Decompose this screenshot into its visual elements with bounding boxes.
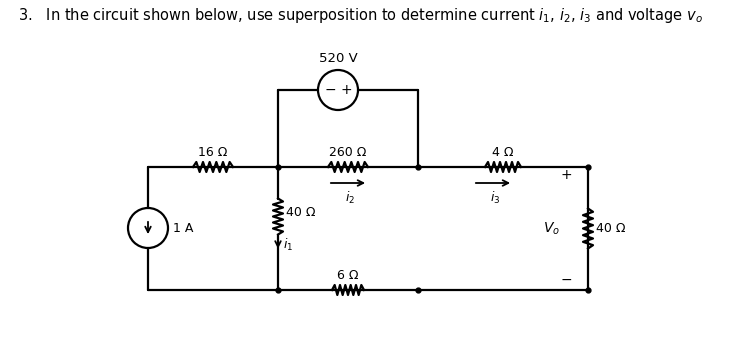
- Text: 6 Ω: 6 Ω: [337, 269, 359, 282]
- Text: $V_o$: $V_o$: [543, 220, 560, 237]
- Text: 260 Ω: 260 Ω: [329, 146, 367, 159]
- Text: +: +: [340, 83, 352, 97]
- Text: 3.   In the circuit shown below, use superposition to determine current $i_1$, $: 3. In the circuit shown below, use super…: [18, 6, 703, 25]
- Text: 1 A: 1 A: [173, 221, 193, 234]
- Text: $i_1$: $i_1$: [283, 237, 293, 252]
- Text: 40 Ω: 40 Ω: [596, 222, 626, 235]
- Text: −: −: [324, 83, 336, 97]
- Text: −: −: [560, 273, 572, 287]
- Text: 4 Ω: 4 Ω: [492, 146, 514, 159]
- Text: 520 V: 520 V: [319, 52, 357, 65]
- Text: $i_3$: $i_3$: [490, 190, 500, 206]
- Text: 16 Ω: 16 Ω: [199, 146, 228, 159]
- Text: $i_2$: $i_2$: [345, 190, 355, 206]
- Text: 40 Ω: 40 Ω: [286, 206, 316, 219]
- Text: +: +: [560, 168, 572, 182]
